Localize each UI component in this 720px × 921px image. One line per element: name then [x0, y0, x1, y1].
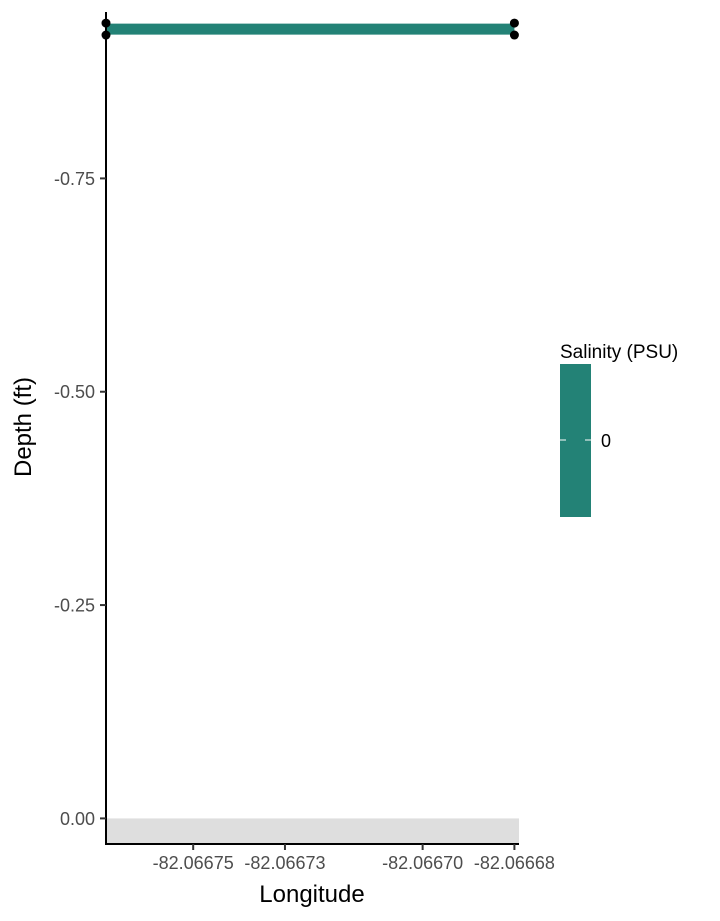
y-tick-label-2: -0.50 [54, 382, 95, 402]
y-tick-label-1: -0.25 [54, 596, 95, 616]
legend: Salinity (PSU) 0 [560, 342, 678, 517]
x-tick-label-3: -82.06668 [474, 853, 555, 873]
legend-title: Salinity (PSU) [560, 342, 678, 363]
y-tick-label-3: -0.75 [54, 169, 95, 189]
plot-panel [101, 18, 519, 844]
x-tick-label-2: -82.06670 [382, 853, 463, 873]
data-point-3 [509, 30, 519, 40]
x-axis-ticks: -82.06675 -82.06673 -82.06670 -82.06668 [153, 844, 555, 873]
x-tick-label-1: -82.06673 [244, 853, 325, 873]
y-axis-title: Depth (ft) [10, 377, 37, 477]
y-axis-ticks: 0.00 -0.25 -0.50 -0.75 [54, 169, 106, 829]
x-axis-title: Longitude [259, 881, 364, 908]
x-tick-label-0: -82.06675 [153, 853, 234, 873]
data-point-2 [509, 18, 519, 28]
y-tick-label-0: 0.00 [60, 809, 95, 829]
legend-label: 0 [601, 431, 611, 451]
seafloor-band [106, 818, 519, 844]
